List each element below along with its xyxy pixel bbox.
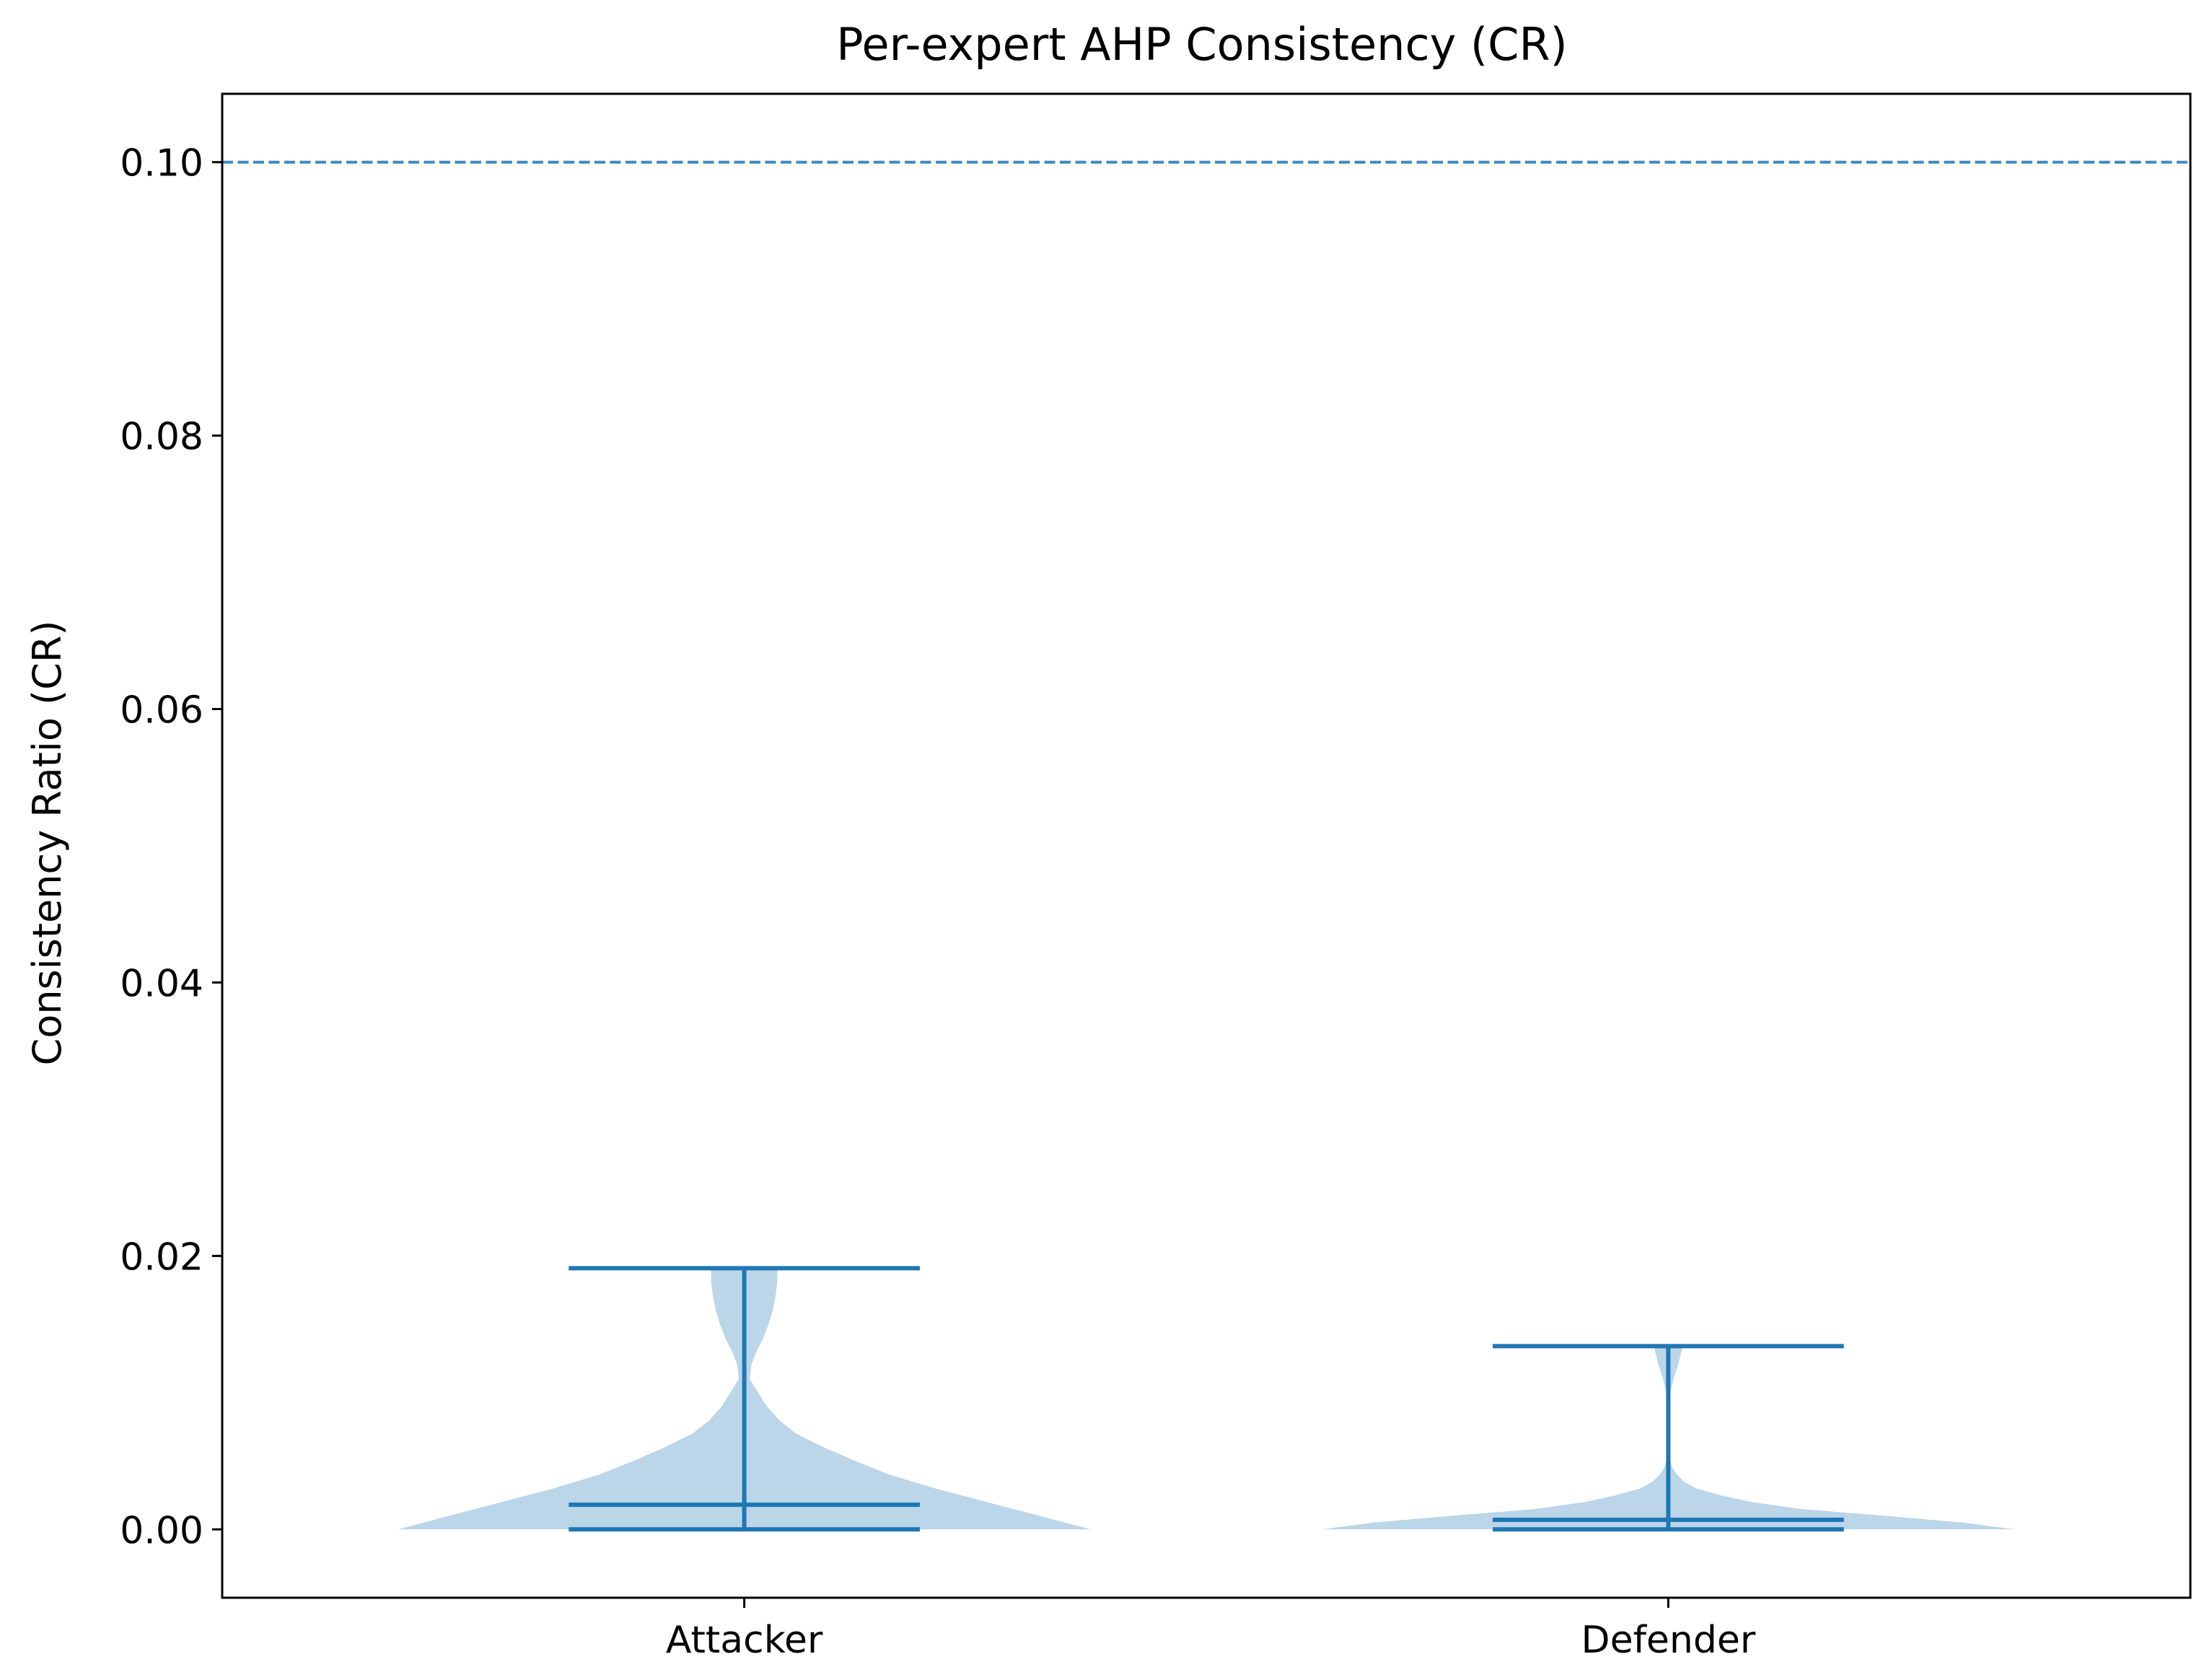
y-tick-label: 0.04 [120, 962, 203, 1005]
y-tick-label: 0.00 [120, 1509, 203, 1552]
y-tick-label: 0.10 [120, 142, 203, 185]
y-tick-label: 0.08 [120, 416, 203, 459]
y-tick-label: 0.02 [120, 1235, 203, 1279]
x-tick-label: Defender [1581, 1619, 1756, 1662]
chart-title: Per-expert AHP Consistency (CR) [836, 18, 1567, 71]
plot-frame [221, 92, 2192, 1599]
x-tick-label: Attacker [666, 1619, 823, 1662]
plot-area: 0.00 0.02 0.04 0.06 0.08 0.10 Attacker Defender [120, 92, 2192, 1662]
y-axis-label: Consistency Ratio (CR) [25, 621, 70, 1066]
y-tick-label: 0.06 [120, 689, 203, 732]
